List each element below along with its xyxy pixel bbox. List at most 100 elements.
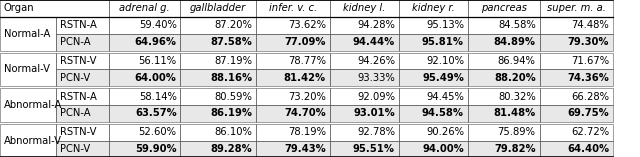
Text: 94.00%: 94.00%: [422, 144, 464, 154]
Bar: [109, 34, 180, 51]
Text: 92.09%: 92.09%: [357, 92, 395, 102]
Bar: [256, 141, 330, 157]
Text: 95.81%: 95.81%: [422, 37, 464, 47]
Bar: [109, 69, 180, 86]
Bar: [540, 0, 613, 17]
Text: 59.90%: 59.90%: [135, 144, 177, 154]
Text: Normal-A: Normal-A: [4, 29, 50, 39]
Bar: [109, 17, 180, 34]
Text: 92.10%: 92.10%: [426, 56, 464, 66]
Bar: [330, 141, 399, 157]
Bar: [180, 141, 256, 157]
Text: 93.01%: 93.01%: [353, 108, 395, 118]
Text: 87.20%: 87.20%: [214, 20, 252, 30]
Bar: [0, 124, 56, 157]
Bar: [540, 17, 613, 34]
Bar: [180, 53, 256, 69]
Bar: [256, 69, 330, 86]
Bar: [180, 34, 256, 51]
Bar: [56, 34, 109, 51]
Bar: [56, 105, 109, 122]
Bar: [56, 69, 109, 86]
Text: Abnormal-A: Abnormal-A: [4, 100, 62, 110]
Text: 95.13%: 95.13%: [426, 20, 464, 30]
Bar: [109, 88, 180, 105]
Bar: [0, 17, 56, 51]
Bar: [399, 0, 468, 17]
Text: 63.57%: 63.57%: [135, 108, 177, 118]
Bar: [56, 141, 109, 157]
Bar: [256, 105, 330, 122]
Bar: [109, 105, 180, 122]
Bar: [256, 105, 330, 122]
Bar: [56, 34, 109, 51]
Bar: [56, 53, 109, 69]
Text: 79.43%: 79.43%: [284, 144, 326, 154]
Text: 95.51%: 95.51%: [353, 144, 395, 154]
Bar: [540, 17, 613, 34]
Text: 80.59%: 80.59%: [214, 92, 252, 102]
Bar: [109, 17, 180, 34]
Text: RSTN-V: RSTN-V: [60, 56, 97, 66]
Text: RSTN-A: RSTN-A: [60, 20, 97, 30]
Text: 81.42%: 81.42%: [284, 73, 326, 83]
Bar: [330, 88, 399, 105]
Bar: [330, 88, 399, 105]
Text: 78.77%: 78.77%: [288, 56, 326, 66]
Text: 94.28%: 94.28%: [357, 20, 395, 30]
Bar: [256, 53, 330, 69]
Bar: [180, 105, 256, 122]
Text: 64.00%: 64.00%: [135, 73, 177, 83]
Bar: [468, 105, 540, 122]
Text: 66.28%: 66.28%: [572, 92, 609, 102]
Bar: [180, 17, 256, 34]
Bar: [540, 124, 613, 141]
Bar: [109, 69, 180, 86]
Bar: [180, 0, 256, 17]
Bar: [109, 0, 180, 17]
Text: 86.19%: 86.19%: [210, 108, 252, 118]
Bar: [330, 53, 399, 69]
Text: 87.19%: 87.19%: [214, 56, 252, 66]
Bar: [180, 124, 256, 141]
Bar: [330, 34, 399, 51]
Text: 77.09%: 77.09%: [284, 37, 326, 47]
Bar: [56, 105, 109, 122]
Bar: [540, 53, 613, 69]
Bar: [540, 124, 613, 141]
Bar: [256, 124, 330, 141]
Bar: [330, 34, 399, 51]
Bar: [56, 69, 109, 86]
Bar: [399, 141, 468, 157]
Bar: [468, 0, 540, 17]
Bar: [180, 69, 256, 86]
Text: 87.58%: 87.58%: [211, 37, 252, 47]
Text: adrenal g.: adrenal g.: [119, 3, 170, 14]
Bar: [56, 17, 109, 34]
Bar: [256, 141, 330, 157]
Bar: [109, 53, 180, 69]
Bar: [256, 69, 330, 86]
Text: PCN-V: PCN-V: [60, 144, 90, 154]
Text: 94.45%: 94.45%: [426, 92, 464, 102]
Text: gallbladder: gallbladder: [190, 3, 246, 14]
Text: Organ: Organ: [4, 3, 35, 14]
Text: 74.70%: 74.70%: [284, 108, 326, 118]
Bar: [468, 124, 540, 141]
Bar: [468, 34, 540, 51]
Text: 94.26%: 94.26%: [357, 56, 395, 66]
Bar: [330, 141, 399, 157]
Bar: [468, 88, 540, 105]
Text: 58.14%: 58.14%: [139, 92, 177, 102]
Bar: [0, 0, 109, 17]
Text: 79.30%: 79.30%: [568, 37, 609, 47]
Bar: [256, 0, 330, 17]
Bar: [56, 53, 109, 69]
Text: 74.36%: 74.36%: [568, 73, 609, 83]
Bar: [109, 124, 180, 141]
Bar: [109, 0, 180, 17]
Bar: [256, 34, 330, 51]
Bar: [399, 88, 468, 105]
Bar: [399, 88, 468, 105]
Bar: [540, 88, 613, 105]
